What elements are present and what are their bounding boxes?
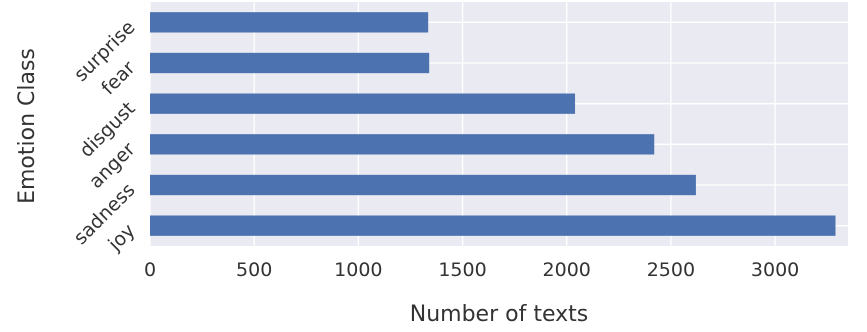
x-tick-label: 1500 (438, 259, 486, 281)
bar-surprise (150, 12, 429, 33)
plot-area (150, 2, 848, 246)
x-tick-label: 2000 (543, 259, 591, 281)
x-axis-label: Number of texts (410, 302, 588, 327)
bar-sadness (150, 174, 696, 196)
x-tick-label: 3000 (751, 259, 799, 281)
bar-fear (150, 52, 430, 74)
bar-anger (150, 134, 655, 155)
x-tick-label: 2500 (647, 259, 695, 281)
x-tick-label: 0 (144, 259, 156, 281)
x-tick-labels: 0 500 1000 1500 2000 2500 3000 (144, 259, 799, 281)
bar-disgust (150, 93, 576, 114)
bar-joy (150, 215, 836, 236)
x-tick-label: 500 (236, 259, 272, 281)
x-tick-label: 1000 (334, 259, 382, 281)
bars (150, 12, 836, 236)
y-axis-label: Emotion Class (15, 48, 40, 204)
